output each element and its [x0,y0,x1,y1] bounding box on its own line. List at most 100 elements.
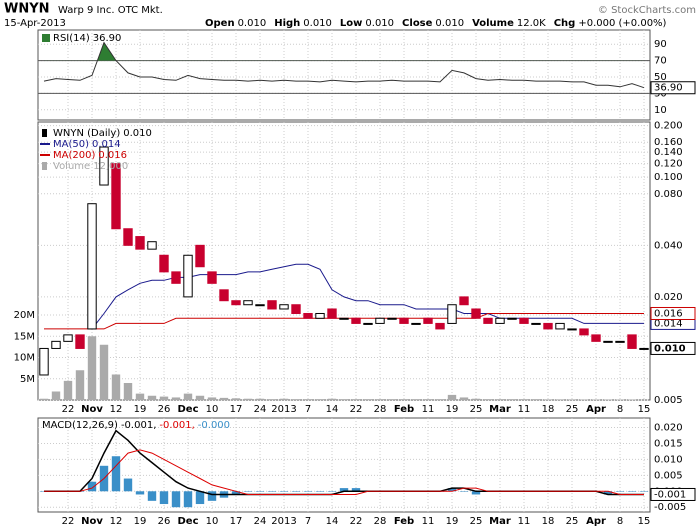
x-tick-label: Feb [394,516,414,527]
candle [555,322,565,330]
candle [591,334,601,342]
legend-value: 36.90 [93,33,122,44]
histogram-bar [159,491,169,505]
volume-bar [543,399,553,400]
x-tick-label: 8 [617,516,623,527]
candle [51,340,61,349]
x-tick-label: 15 [638,404,651,415]
x-tick-label: 25 [470,404,483,415]
candle [279,304,289,310]
candle [147,241,157,250]
y-tick-label: 0.020 [654,423,683,434]
volume-bar [39,398,49,400]
y-tick-label: 10 [654,105,667,116]
histogram-bar [267,491,277,492]
x-tick-label: Mar [489,516,511,527]
legend-entry: WNYN (Daily) 0.010 [53,128,152,139]
x-tick-label: Nov [81,516,103,527]
legend-entry: MACD(12,26,9) -0.001, -0.001, -0.000 [42,420,230,431]
y-tick-label: 0.015 [654,438,683,449]
candle [603,340,613,343]
y-tick-label: 0.100 [654,172,683,183]
quote-label: High [274,18,300,29]
histogram-bar [123,478,133,492]
value-box [650,81,696,95]
x-tick-label: 19 [134,404,147,415]
x-tick-label: 18 [542,516,555,527]
candle [615,340,625,343]
company: Warp 9 Inc. OTC Mkt. [58,5,163,16]
histogram-bar [111,456,121,492]
x-tick-label: 11 [518,516,531,527]
histogram-bar [243,491,253,492]
histogram-bar [195,491,205,505]
x-tick-label: 22 [62,516,75,527]
candle [375,317,385,324]
value-box-label: -0.001 [654,489,686,500]
x-tick-label: 25 [566,516,579,527]
histogram-bar [87,481,97,492]
histogram-bar [231,491,241,495]
volume-bar [135,393,145,400]
volume-bar [147,395,157,400]
volume-bar [219,397,229,400]
volume-bar [159,396,169,400]
legend-swatch [42,34,50,42]
volume-bar [87,336,97,400]
volume-bar [435,399,445,400]
y-tick-label: 0.020 [654,292,683,303]
candle [423,317,433,324]
histogram-bar [459,491,469,492]
candle [363,322,373,325]
y-tick-label: 0.040 [654,240,683,251]
candle [327,308,337,319]
x-tick-label: 26 [158,516,171,527]
y-tick-label: 0.005 [654,470,683,481]
value-box [650,487,696,501]
volume-bar [519,399,529,400]
x-tick-label: 15 [638,516,651,527]
candle [627,334,637,349]
histogram-bar [279,491,289,492]
candle [639,347,649,350]
candle [255,304,265,307]
quote-label: Chg [554,18,576,29]
candle [567,328,577,331]
volume-bar [315,399,325,400]
histogram-bar [135,491,145,495]
volume-bar [231,398,241,400]
x-tick-label: 10 [206,516,219,527]
y-tick-label: 0.200 [654,121,683,132]
quote-value: 0.010 [303,18,332,29]
histogram-bar [183,491,193,508]
volume-bar [195,395,205,400]
histogram-bar [291,491,301,492]
candle [531,322,541,325]
source: © StockCharts.com [598,5,696,16]
x-tick-label: 10 [206,404,219,415]
value-box [650,306,696,320]
volume-bar [375,399,385,400]
histogram-bar [315,491,325,492]
quote-label: Close [402,18,433,29]
x-tick-label: 2013 [271,404,296,415]
volume-bar [291,399,301,400]
legend-entry: MA(200) 0.016 [53,150,127,161]
histogram-bar [255,491,265,492]
candle [183,254,193,298]
candle [399,317,409,324]
legend-value: 0.010 [123,128,152,139]
rsi-overbought-fill [44,42,644,61]
moving-average [44,313,644,330]
legend-name: MA(200) [53,150,95,161]
candle [435,322,445,330]
volume-bar [51,391,61,400]
legend-value: -0.001, [159,420,194,431]
date: 15-Apr-2013 [4,18,66,29]
candle [39,347,49,376]
legend-name: Volume [53,161,90,172]
y-tick-label: 0.080 [654,189,683,200]
histogram-bar [207,491,217,501]
